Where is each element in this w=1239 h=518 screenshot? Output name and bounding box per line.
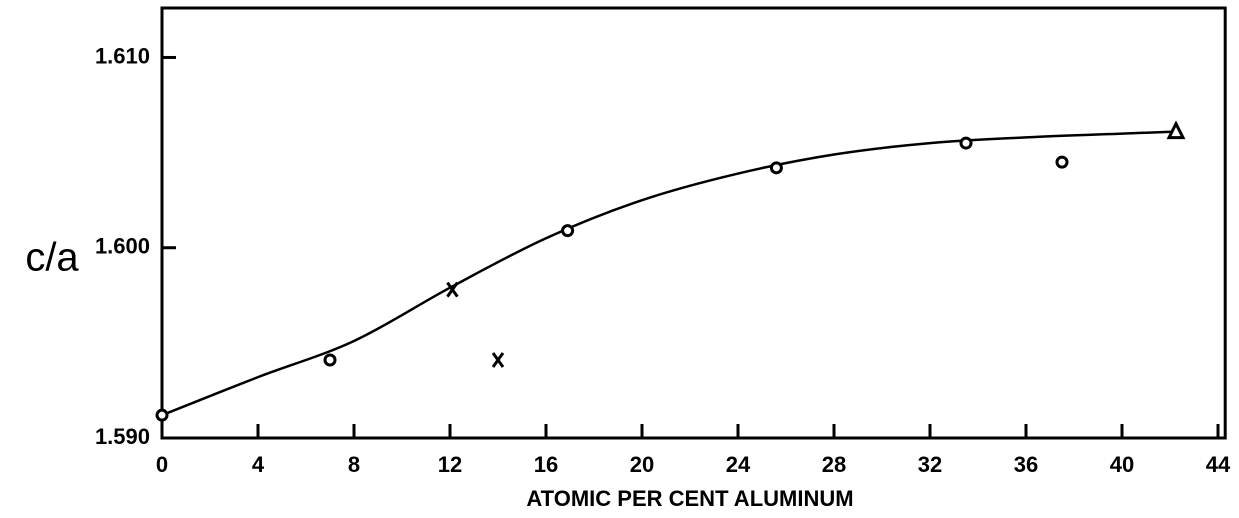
plot-frame (160, 6, 1227, 440)
x-tick-label: 0 (156, 452, 168, 477)
y-tick-label: 1.590 (95, 424, 150, 449)
x-tick-label: 40 (1110, 452, 1134, 477)
circle-point (323, 353, 337, 367)
x-tick-label: 24 (726, 452, 751, 477)
cross-point (491, 352, 505, 368)
x-axis-label: ATOMIC PER CENT ALUMINUM (526, 486, 853, 511)
x-tick-label: 44 (1206, 452, 1231, 477)
x-tick-label: 20 (630, 452, 654, 477)
x-tick-label: 12 (438, 452, 462, 477)
circle-point (155, 408, 169, 422)
y-tick-label: 1.600 (95, 234, 150, 259)
cross-point (446, 281, 459, 298)
x-tick-label: 32 (918, 452, 942, 477)
circle-point (561, 224, 575, 238)
x-tick-label: 36 (1014, 452, 1038, 477)
triangle-point (1166, 120, 1186, 140)
y-axis-label: c/a (25, 236, 79, 280)
x-tick-label: 4 (252, 452, 265, 477)
y-tick-label: 1.610 (95, 43, 150, 68)
x-tick-label: 16 (534, 452, 558, 477)
fit-curve (161, 130, 1175, 417)
circle-point (1055, 155, 1069, 169)
circle-point (769, 161, 783, 175)
circle-point (959, 136, 973, 150)
x-tick-label: 28 (822, 452, 846, 477)
x-tick-label: 8 (348, 452, 360, 477)
